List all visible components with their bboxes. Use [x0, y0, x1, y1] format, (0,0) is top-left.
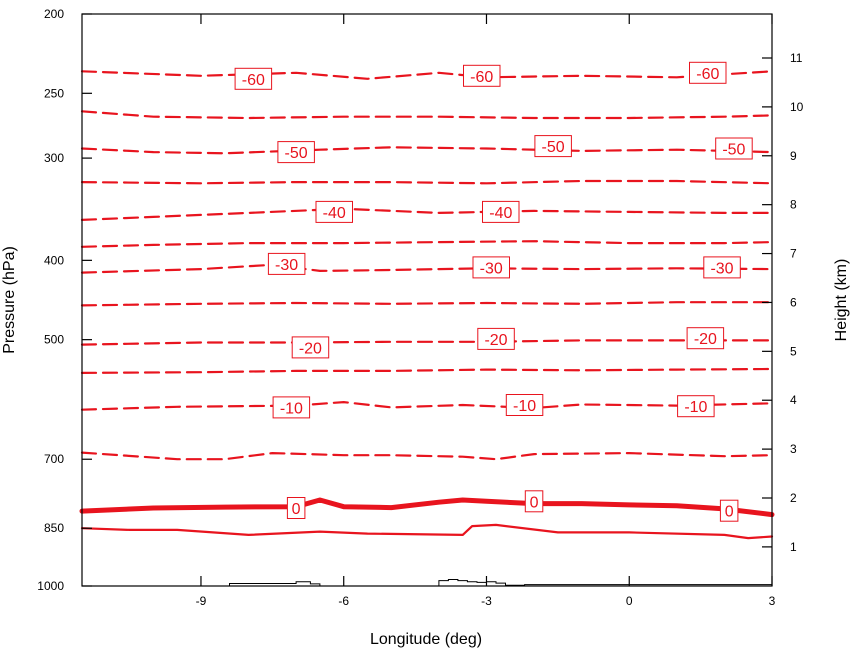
- terrain-outline: [82, 579, 773, 587]
- contour-line--40: [80, 207, 774, 221]
- contour-label: -30: [480, 260, 503, 277]
- contour-label-box: [472, 256, 510, 279]
- y2-tick-label: 3: [790, 442, 797, 456]
- y2-tick-label: 6: [790, 295, 797, 309]
- contour-label: -10: [513, 398, 536, 415]
- terrain: [82, 579, 773, 587]
- y-tick-label: 300: [44, 151, 64, 165]
- contour-label: -50: [722, 142, 745, 159]
- contour-labels: -60 -60 -60 -50 -50 -50 -40 -40 -30 -30 -30 -20 -20 -…: [234, 61, 753, 522]
- contour-line--30: [80, 263, 774, 274]
- y2-tick-label: 2: [790, 491, 797, 505]
- contour-line--25: [80, 301, 774, 307]
- contour-label: -20: [694, 331, 717, 348]
- contour-label: -50: [285, 145, 308, 162]
- contour-label: -60: [696, 66, 719, 83]
- contour-label: -40: [489, 205, 512, 222]
- contour-label-box: [277, 141, 315, 164]
- contour-lines: [79, 70, 775, 540]
- contour-line--15: [80, 367, 774, 374]
- contour-line--50: [80, 146, 774, 155]
- x-tick-label: -9: [196, 594, 207, 608]
- contour-label: -60: [242, 72, 265, 89]
- contour-line--35: [80, 240, 774, 248]
- contour-label: -30: [710, 260, 733, 277]
- y2-tick-label: 8: [790, 198, 797, 212]
- contour-label-box: [234, 67, 273, 90]
- x-tick-label: -6: [338, 594, 349, 608]
- contour-label-box: [534, 135, 572, 158]
- contour-label-box: [719, 499, 739, 522]
- contour-label-box: [686, 327, 725, 350]
- y2-tick-label: 1: [790, 540, 797, 554]
- contour-label-box: [703, 256, 741, 279]
- contour-label-box: [482, 200, 520, 223]
- contour-label: -40: [323, 205, 346, 222]
- contour-label: 0: [530, 494, 539, 511]
- contour-label-box: [463, 64, 501, 87]
- contour-label-box: [689, 61, 727, 84]
- contour-label: -10: [280, 400, 303, 417]
- contour-line--60: [80, 70, 774, 80]
- x-tick-label: 0: [626, 594, 633, 608]
- x-axis-title: Longitude (deg): [370, 631, 482, 648]
- contour-label: -30: [275, 257, 298, 274]
- contour-line--5: [80, 451, 774, 461]
- contour-label-box: [291, 336, 330, 359]
- y2-tick-label: 11: [790, 51, 803, 65]
- contour-line--55: [80, 110, 774, 120]
- contour-label: -20: [484, 332, 507, 349]
- contour-line--45: [80, 179, 774, 185]
- contour-label: -60: [470, 69, 493, 86]
- contour-line--20: [80, 339, 774, 346]
- y2-tick-label: 4: [790, 393, 797, 407]
- contour-label: 0: [725, 504, 734, 521]
- y-tick-label: 1000: [37, 579, 64, 593]
- y2-tick-label: 10: [790, 100, 804, 114]
- contour-line--10: [80, 401, 774, 411]
- contour-label: -20: [299, 340, 322, 357]
- x-tick-label: 3: [769, 594, 776, 608]
- y2-axis-title: Height (km): [833, 259, 850, 342]
- y-tick-label: 200: [44, 7, 64, 21]
- contour-label-box: [505, 394, 544, 416]
- y-tick-label: 700: [44, 452, 64, 466]
- axes: -9 -6 -3 0 320025030040050070085010001234567…: [37, 7, 803, 608]
- contour-line-5: [80, 523, 774, 540]
- y-tick-label: 400: [44, 253, 64, 267]
- contour-label-box: [286, 497, 306, 519]
- contour-label-box: [715, 137, 753, 160]
- y2-tick-label: 7: [790, 247, 797, 261]
- contour-line-0: [79, 497, 775, 518]
- contour-label: 0: [292, 501, 301, 518]
- contour-label: -10: [684, 399, 707, 416]
- y-tick-label: 850: [44, 521, 64, 535]
- y2-tick-label: 9: [790, 149, 797, 163]
- contour-label-box: [524, 490, 544, 513]
- contour-label-box: [677, 395, 715, 418]
- plot-frame: [81, 13, 773, 587]
- contour-label-box: [272, 396, 311, 419]
- y-tick-label: 500: [44, 333, 64, 347]
- contour-label: -50: [542, 139, 565, 156]
- y-axis-title: Pressure (hPa): [1, 246, 18, 354]
- y2-tick-label: 5: [790, 344, 797, 358]
- contour-label-box: [477, 327, 515, 350]
- y-tick-label: 250: [44, 86, 64, 100]
- x-tick-label: -3: [481, 594, 492, 608]
- contour-label-box: [315, 200, 353, 223]
- contour-label-box: [267, 252, 306, 275]
